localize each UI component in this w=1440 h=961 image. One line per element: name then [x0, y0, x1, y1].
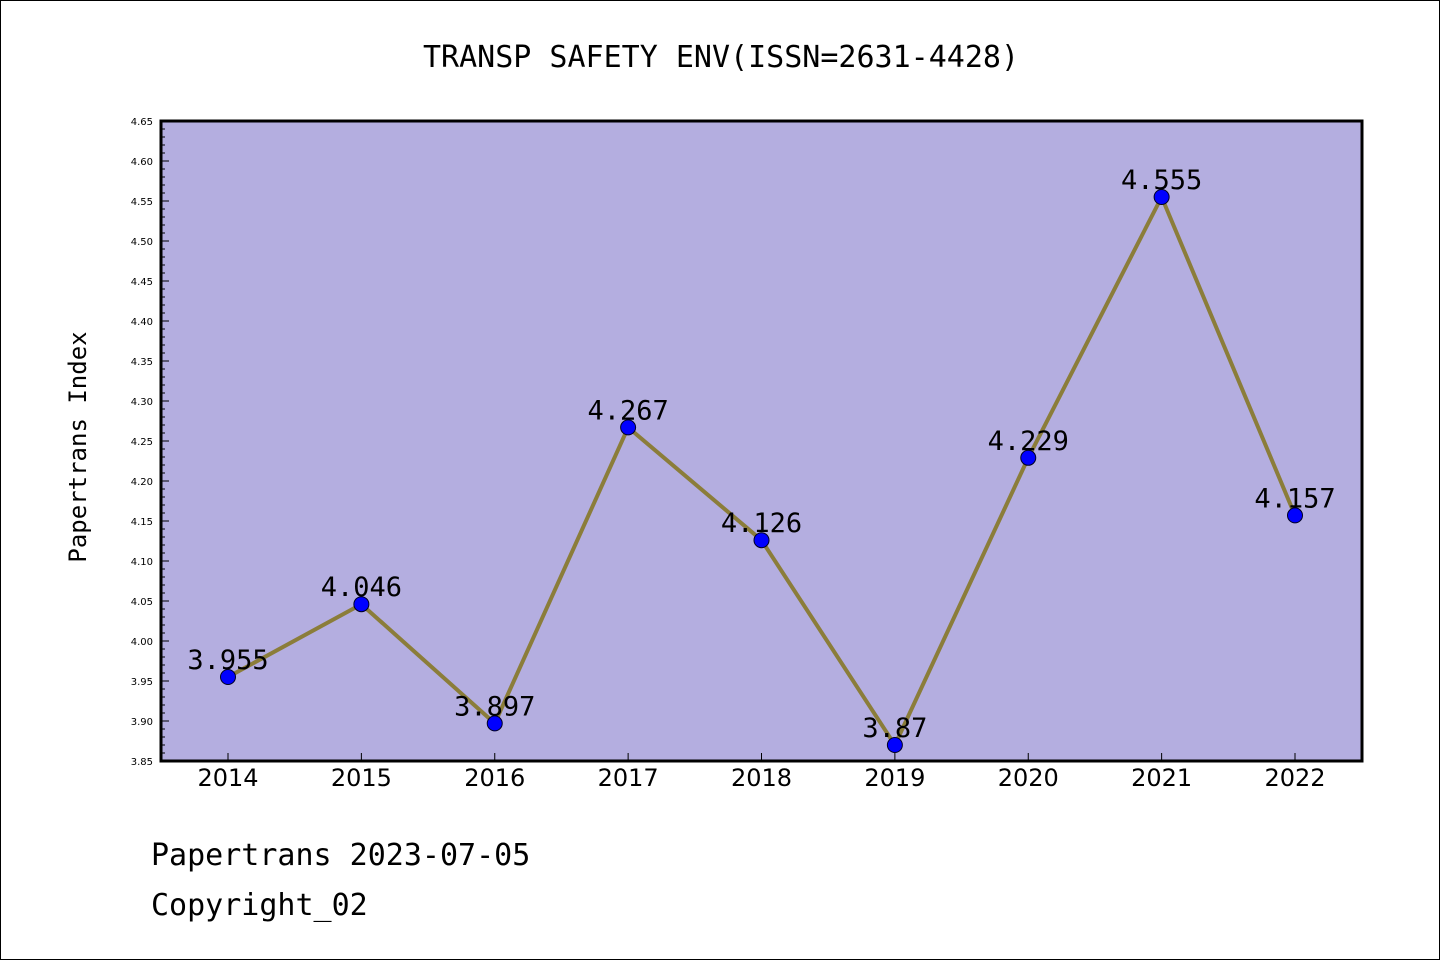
y-tick-label: 4.20 [131, 477, 153, 488]
footer-date: Papertrans 2023-07-05 [151, 838, 530, 873]
data-label: 3.87 [862, 713, 927, 744]
data-point [1020, 449, 1037, 466]
x-tick-label: 2021 [1131, 764, 1192, 792]
plot-area [159, 119, 1364, 763]
y-tick-label: 4.15 [131, 517, 153, 528]
data-point [220, 669, 236, 685]
y-tick-label: 4.30 [131, 397, 153, 408]
x-tick-label: 2019 [864, 764, 925, 792]
data-label: 4.267 [587, 395, 668, 426]
y-tick-label: 3.90 [131, 717, 153, 728]
y-tick-label: 3.85 [131, 757, 153, 768]
series-index [220, 189, 1303, 753]
y-axis-ticks: 3.85 3.90 3.95 4.00 4.05 4.10 4.15 4.20 4.25 4.30… [131, 117, 169, 768]
y-axis-label: Papertrans Index [64, 331, 92, 562]
y-tick-label: 4.65 [131, 117, 153, 128]
data-label: 3.897 [454, 691, 535, 722]
data-label: 4.046 [321, 572, 402, 603]
y-tick-label: 4.55 [131, 197, 153, 208]
y-tick-label: 4.00 [131, 637, 153, 648]
x-tick-label: 2016 [464, 764, 525, 792]
data-point [486, 715, 503, 732]
y-tick-label: 4.40 [131, 317, 153, 328]
data-point [753, 532, 770, 549]
x-tick-label: 2017 [598, 764, 659, 792]
y-tick-label: 4.05 [131, 597, 153, 608]
x-tick-label: 2014 [197, 764, 258, 792]
data-label: 4.229 [988, 426, 1069, 457]
data-point [353, 596, 370, 613]
footer-copyright: Copyright_02 [151, 888, 368, 923]
data-point [886, 737, 903, 753]
chart-title: TRANSP SAFETY ENV(ISSN=2631-4428) [423, 40, 1019, 75]
data-label: 4.157 [1254, 483, 1335, 514]
y-tick-label: 4.45 [131, 277, 153, 288]
y-tick-label: 4.35 [131, 357, 153, 368]
x-tick-label: 2022 [1264, 764, 1325, 792]
x-tick-label: 2015 [331, 764, 392, 792]
data-labels: 3.955 4.046 3.897 4.267 4.126 3.87 4.229 4.555 4… [187, 165, 1335, 744]
y-tick-label: 4.10 [131, 557, 153, 568]
x-tick-label: 2018 [731, 764, 792, 792]
y-tick-label: 3.95 [131, 677, 153, 688]
data-label: 3.955 [187, 645, 268, 676]
data-point [620, 419, 637, 436]
y-tick-label: 4.60 [131, 157, 153, 168]
data-label: 4.126 [721, 508, 802, 539]
x-tick-label: 2020 [998, 764, 1059, 792]
y-tick-label: 4.25 [131, 437, 153, 448]
data-point [1287, 507, 1303, 524]
x-axis-ticks: 2014 2015 2016 2017 2018 2019 2020 2021 2022 [197, 753, 1326, 792]
y-tick-label: 4.50 [131, 237, 153, 248]
data-point [1153, 189, 1170, 205]
data-label: 4.555 [1121, 165, 1202, 196]
